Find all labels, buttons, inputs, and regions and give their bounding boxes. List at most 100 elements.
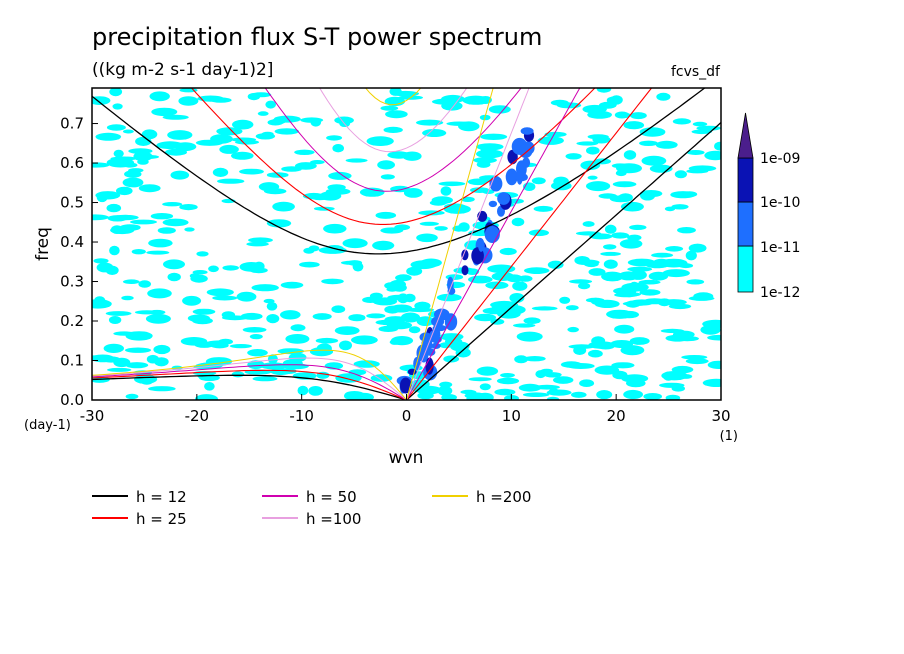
power-cell — [496, 377, 520, 385]
power-cell — [588, 349, 603, 358]
power-cell — [147, 288, 172, 299]
power-cell — [342, 238, 368, 249]
colorbar-segment — [737, 245, 754, 293]
power-cell — [167, 272, 181, 282]
power-cell — [706, 153, 717, 159]
power-cell — [583, 260, 599, 268]
power-cell — [587, 134, 609, 140]
power-cell — [148, 238, 173, 248]
power-cell — [107, 367, 132, 372]
power-cell — [148, 386, 176, 392]
power-cell — [553, 176, 569, 187]
power-cell — [310, 118, 322, 127]
power-cell — [280, 310, 301, 320]
x-tick-label: 30 — [711, 407, 730, 425]
power-cell — [96, 262, 114, 273]
power-cell — [375, 319, 403, 326]
power-cell — [345, 391, 364, 397]
power-cell — [623, 389, 643, 400]
power-cell — [385, 110, 408, 119]
dispersion-curve — [92, 357, 407, 400]
power-cell — [505, 168, 518, 186]
power-cell — [518, 383, 542, 392]
power-cell — [380, 227, 404, 234]
power-cell — [606, 309, 633, 319]
power-cell — [614, 111, 630, 119]
power-cell — [280, 281, 304, 289]
power-cell — [630, 112, 647, 120]
power-cell — [518, 144, 533, 159]
power-cell — [444, 337, 463, 345]
power-cell — [474, 313, 497, 322]
power-cell — [611, 362, 635, 369]
power-cell — [702, 319, 721, 329]
power-cell — [685, 250, 697, 261]
power-cell — [447, 276, 454, 293]
power-cell — [638, 279, 661, 285]
power-cell — [221, 311, 236, 319]
power-cell — [414, 260, 440, 266]
power-cell — [242, 327, 267, 333]
power-cell — [688, 243, 707, 253]
colorbar-label: 1e-09 — [760, 151, 800, 167]
dispersion-curve — [406, 122, 721, 400]
power-cell — [217, 178, 245, 184]
power-cell — [334, 326, 360, 335]
power-cell — [441, 101, 463, 111]
power-cell — [406, 266, 423, 276]
x-axis-unit: (1) — [720, 429, 738, 444]
power-cell — [629, 270, 647, 280]
power-cell — [196, 251, 209, 257]
power-cell — [212, 167, 229, 177]
power-cell — [479, 383, 491, 391]
chart-title: precipitation flux S-T power spectrum — [92, 23, 542, 51]
spectral-power-field — [92, 88, 721, 400]
power-cell — [422, 129, 447, 137]
power-cell — [106, 203, 122, 213]
power-cell — [192, 308, 216, 315]
power-cell — [578, 282, 591, 290]
power-cell — [655, 140, 678, 149]
power-cell — [261, 131, 274, 137]
power-cell — [95, 132, 122, 141]
power-cell — [406, 307, 435, 313]
power-cell — [150, 213, 174, 220]
power-cell — [321, 278, 344, 285]
power-cell — [123, 162, 138, 168]
power-cell — [429, 200, 447, 206]
power-cell — [440, 186, 452, 196]
power-cell — [395, 274, 412, 282]
power-cell — [565, 305, 579, 311]
power-cell — [178, 96, 199, 106]
chart-subtitle: ((kg m-2 s-1 day-1)2] — [92, 60, 273, 80]
power-cell — [163, 259, 185, 270]
power-cell — [573, 345, 587, 355]
power-cell — [384, 305, 401, 314]
power-cell — [146, 250, 170, 255]
power-cell — [316, 343, 332, 354]
power-cell — [662, 269, 690, 278]
power-cell — [639, 140, 658, 146]
dispersion-curve — [406, 88, 653, 400]
power-cell — [389, 339, 401, 345]
power-cell — [639, 289, 661, 296]
power-cell — [135, 154, 160, 159]
power-cell — [674, 170, 688, 179]
power-cell — [610, 95, 623, 105]
power-cell — [295, 162, 317, 170]
power-cell — [288, 352, 307, 362]
colorbar-label: 1e-10 — [760, 195, 800, 211]
power-cell — [671, 204, 689, 210]
power-cell — [310, 193, 330, 201]
power-cell — [332, 144, 345, 153]
power-cell — [439, 381, 453, 388]
power-cell — [359, 187, 385, 197]
power-cell — [500, 373, 515, 378]
legend-label: h =200 — [476, 488, 531, 506]
power-cell — [323, 223, 347, 234]
power-cell — [138, 280, 151, 288]
dispersion-curve — [92, 369, 407, 400]
power-cell — [195, 394, 218, 400]
power-cell — [121, 295, 134, 301]
power-cell — [587, 110, 612, 119]
